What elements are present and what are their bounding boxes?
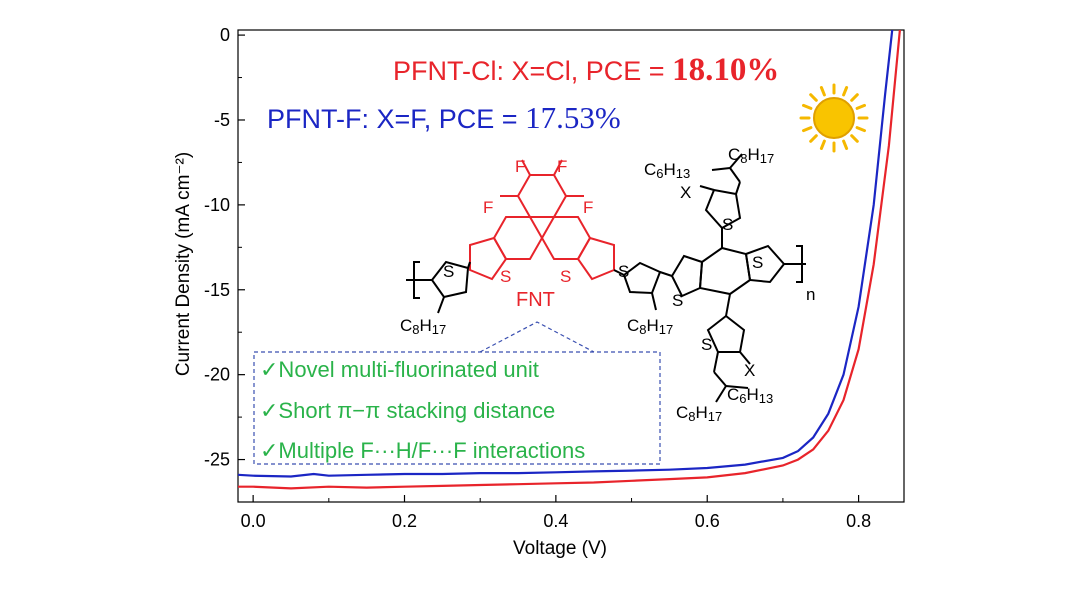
series-line-pfnt-f [238,30,894,478]
pce-label-cl-text: PFNT-Cl: X=Cl, PCE = [393,56,672,86]
sulfur-label-upper: S [722,215,733,234]
callout-frame [253,351,661,465]
chart-axes: 0.0 0.2 0.4 0.6 0.8 0 -5 -10 -15 -20 -25 [204,25,905,531]
sun-ray [842,139,849,150]
c8h17-lower: C8H17 [676,403,722,424]
plot-frame [237,29,905,503]
sun-ray [842,86,849,97]
x-axis-title: Voltage (V) [513,538,607,559]
x-tick-label: 0.8 [846,511,871,531]
sun-ray [850,134,859,143]
sulfur-label-bdt-1: S [672,291,683,310]
c6h13-upper: C6H13 [644,160,690,181]
c6h13-lower: C6H13 [727,385,773,406]
pce-annotation-f: PFNT-F: X=F, PCE = 17.53% [267,100,621,135]
pce-value-f: 17.53% [525,100,621,135]
fnt-core [469,159,615,281]
sulfur-label-mid: S [618,262,629,281]
series-line-pfnt-cl [238,30,901,490]
sun-ray [855,103,866,110]
sun-ray [802,103,813,110]
sun-ray [809,134,818,143]
y-tick-label: -15 [204,280,230,300]
x-tick-label: 0.0 [241,511,266,531]
sulfur-label-lower: S [701,335,712,354]
callout-item-1: ✓Novel multi-fluorinated unit [260,357,539,382]
sun-ray [819,86,826,97]
x-tick-label: 0.4 [543,511,568,531]
fluorine-label-4: F [583,198,593,217]
fnt-label: FNT [516,289,555,311]
c8h17-mid: C8H17 [627,316,673,337]
y-ticks: 0 -5 -10 -15 -20 -25 [204,25,245,503]
sulfur-label-fnt-1: S [500,267,511,286]
y-tick-label: 0 [220,25,230,45]
sun-ray [819,139,826,150]
c8h17-upper: C8H17 [728,145,774,166]
sun-ray [809,93,818,102]
sun-ray [855,126,866,133]
y-tick-label: -20 [204,365,230,385]
fluorine-label-3: F [483,198,493,217]
repeat-n-label: n [806,285,815,304]
sulfur-label-fnt-2: S [560,267,571,286]
x-ticks: 0.0 0.2 0.4 0.6 0.8 [241,495,871,531]
fluorine-label-1: F [515,157,525,176]
y-tick-label: -5 [214,110,230,130]
pce-annotation-cl: PFNT-Cl: X=Cl, PCE = 18.10% [393,52,779,88]
sulfur-label-bdt-2: S [752,253,763,272]
fluorine-label-2: F [557,157,567,176]
callout-box: ✓Novel multi-fluorinated unit ✓Short π−π… [253,321,661,465]
callout-item-3: ✓Multiple F···H/F···F interactions [260,438,585,463]
callout-pointer [479,321,595,353]
sulfur-label-left: S [443,262,454,281]
pce-value-cl: 18.10% [672,52,779,88]
x-tick-label: 0.2 [392,511,417,531]
sun-ray [802,126,813,133]
pce-label-f-text: PFNT-F: X=F, PCE = [267,104,525,134]
x-tick-label: 0.6 [695,511,720,531]
c8h17-left: C8H17 [400,316,446,337]
callout-item-2: ✓Short π−π stacking distance [260,398,555,423]
series-layer [238,30,901,490]
y-tick-label: -10 [204,195,230,215]
polymer-structure [406,153,806,403]
sun-ray [850,93,859,102]
molecule-labels: F F F F S S FNT S S S S S S X X n C8H17 … [400,145,815,424]
pce-label-cl: PFNT-Cl: X=Cl, PCE = 18.10% [393,52,779,88]
sun-icon [799,83,869,153]
y-tick-label: -25 [204,450,230,470]
y-axis-title: Current Density (mA cm⁻²) [173,152,194,376]
x-label-upper: X [680,183,691,202]
pce-label-f: PFNT-F: X=F, PCE = 17.53% [267,100,621,135]
x-label-lower: X [744,361,755,380]
